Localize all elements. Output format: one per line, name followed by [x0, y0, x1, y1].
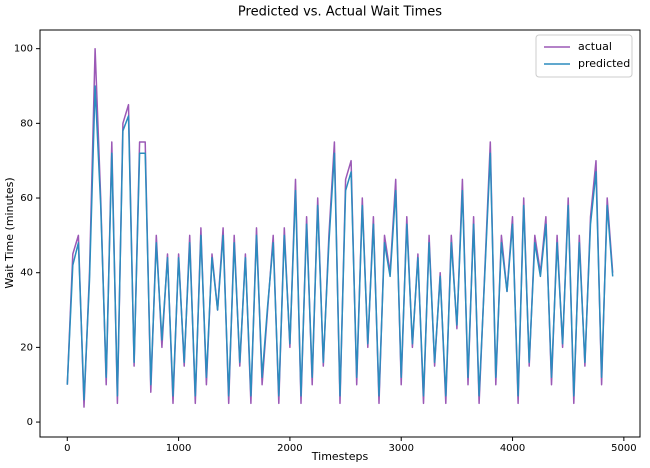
y-tick-label: 20 — [20, 342, 33, 353]
x-tick-label: 2000 — [277, 443, 302, 454]
series-line — [66, 47, 614, 408]
x-tick-label: 4000 — [500, 443, 525, 454]
legend-label: actual — [578, 40, 612, 53]
x-tick-label: 0 — [64, 443, 70, 454]
y-tick-label: 60 — [20, 193, 33, 204]
x-axis-label: Timesteps — [311, 450, 369, 463]
plot-frame — [39, 29, 641, 438]
x-tick-label: 1000 — [166, 443, 191, 454]
y-tick-label: 100 — [14, 44, 33, 55]
chart-title: Predicted vs. Actual Wait Times — [238, 5, 442, 20]
y-tick-label: 80 — [20, 118, 33, 129]
legend-label: predicted — [578, 57, 630, 70]
series-line — [66, 85, 614, 401]
x-tick-label: 3000 — [388, 443, 413, 454]
y-tick-label: 0 — [27, 417, 33, 428]
x-tick-label: 5000 — [611, 443, 636, 454]
y-axis-label: Wait Time (minutes) — [3, 177, 16, 288]
legend-box — [535, 34, 633, 78]
y-tick-label: 40 — [20, 268, 33, 279]
